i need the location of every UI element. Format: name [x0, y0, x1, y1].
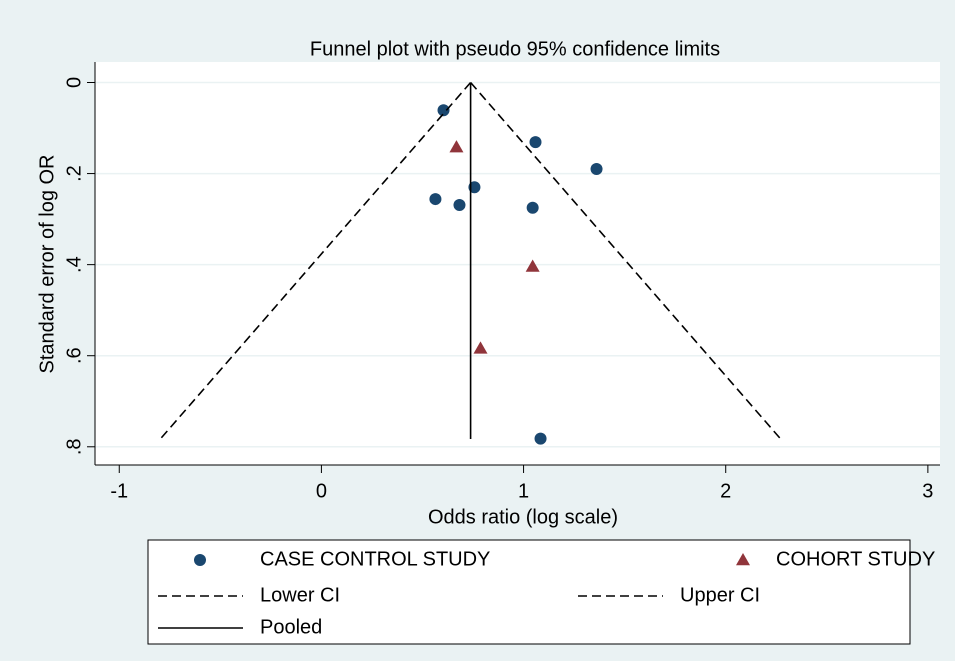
- marker-triangle: [449, 140, 464, 153]
- line-dashed: [469, 81, 782, 440]
- y-tick-label: .6: [63, 347, 85, 364]
- legend-label: Pooled: [260, 616, 322, 638]
- legend-swatch: [194, 554, 206, 566]
- legend-box: [147, 539, 911, 645]
- y-tick-label: .2: [63, 165, 85, 182]
- marker-circle: [468, 181, 481, 194]
- chart-title: Funnel plot with pseudo 95% confidence l…: [310, 38, 720, 60]
- marker-circle: [534, 432, 547, 445]
- marker-circle: [453, 198, 466, 211]
- marker-circle: [526, 201, 539, 214]
- marker-circle: [437, 104, 450, 117]
- line-dashed: [159, 81, 472, 440]
- legend-label: Upper CI: [680, 584, 760, 606]
- marker-circle: [529, 136, 542, 149]
- y-axis-label: Standard error of log OR: [36, 155, 58, 374]
- marker-circle: [429, 193, 442, 206]
- x-tick-label: 3: [922, 480, 933, 502]
- legend-label: Lower CI: [260, 584, 340, 606]
- x-tick-label: 1: [518, 480, 529, 502]
- marker-circle: [590, 163, 603, 176]
- x-axis-label: Odds ratio (log scale): [428, 506, 618, 528]
- plot-region: [95, 62, 940, 465]
- x-tick-label: -1: [110, 480, 128, 502]
- x-tick-label: 0: [316, 480, 327, 502]
- legend-swatch: [736, 553, 750, 566]
- marker-triangle: [525, 259, 540, 272]
- y-tick-label: 0: [63, 77, 85, 88]
- y-tick-label: .8: [63, 438, 85, 455]
- marker-triangle: [473, 341, 488, 354]
- legend-label: CASE CONTROL STUDY: [260, 548, 490, 570]
- y-tick-label: .4: [63, 256, 85, 273]
- legend-label: COHORT STUDY: [776, 548, 935, 570]
- x-tick-label: 2: [720, 480, 731, 502]
